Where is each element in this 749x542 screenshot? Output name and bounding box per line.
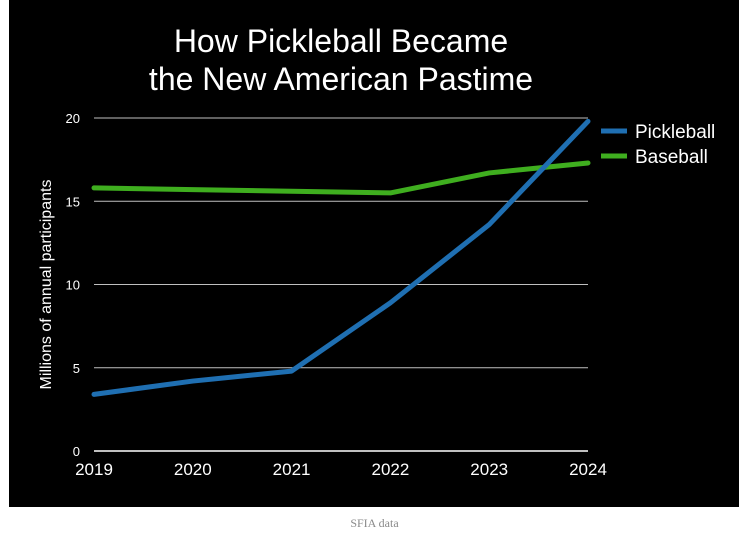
x-tick-label-2023: 2023 <box>470 460 508 479</box>
y-tick-label-15: 15 <box>66 194 80 209</box>
x-tick-label-2021: 2021 <box>273 460 311 479</box>
chart-title-line-2: the New American Pastime <box>149 61 533 97</box>
y-tick-label-10: 10 <box>66 278 80 293</box>
legend-label-pickleball: Pickleball <box>635 122 715 143</box>
chart-panel: How Pickleball Became the New American Pa… <box>9 0 739 507</box>
y-tick-label-20: 20 <box>66 111 80 126</box>
y-tick-label-0: 0 <box>73 444 80 459</box>
y-axis-label: Millions of annual participants <box>38 180 55 390</box>
y-tick-label-5: 5 <box>73 361 80 376</box>
baseball-series-line <box>91 160 591 196</box>
x-tick-label-2020: 2020 <box>174 460 212 479</box>
x-tick-label-2022: 2022 <box>371 460 409 479</box>
source-caption: SFIA data <box>350 516 399 530</box>
x-tick-label-2024: 2024 <box>569 460 607 479</box>
x-tick-label-2019: 2019 <box>75 460 113 479</box>
pickleball-series-line <box>91 118 591 397</box>
chart-title-line-1: How Pickleball Became <box>174 23 508 59</box>
legend-label-baseball: Baseball <box>635 147 708 168</box>
